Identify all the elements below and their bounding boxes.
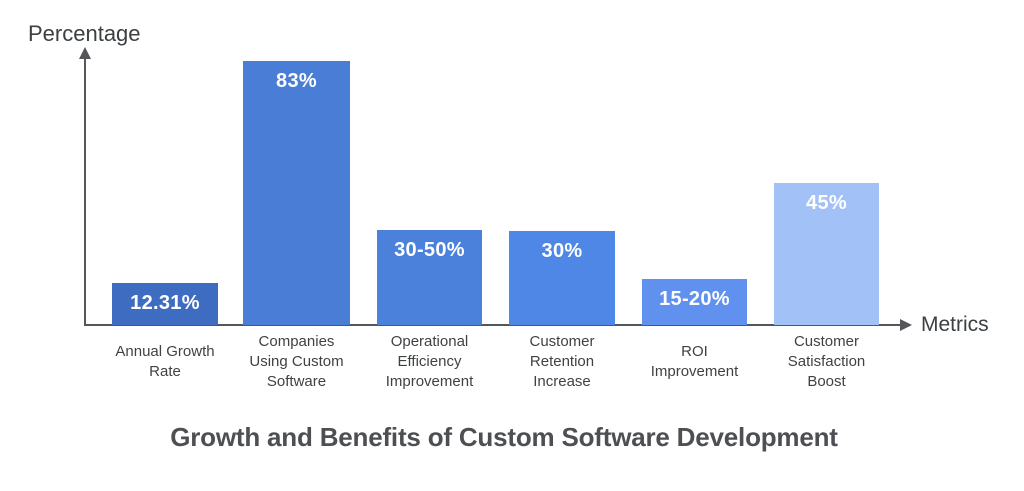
bar-customer-satisfaction-boost: 45% [774, 183, 879, 325]
bar-value-label: 30% [541, 240, 583, 262]
bar-annual-growth-rate: 12.31% [112, 283, 218, 325]
bar-roi-improvement: 15-20% [642, 279, 747, 325]
x-axis-line [84, 324, 904, 326]
x-axis-arrow-icon [900, 319, 912, 331]
bar-category-label: ROI Improvement [650, 343, 739, 380]
x-axis-label: Metrics [921, 313, 989, 336]
bar-value-label: 30-50% [394, 239, 465, 261]
y-axis-label: Percentage [28, 21, 141, 46]
bar-value-label: 45% [806, 192, 847, 214]
bar-category-label: Customer Retention Increase [529, 333, 595, 390]
bar-value-label: 83% [276, 70, 317, 92]
y-axis-arrow-icon [79, 47, 91, 59]
bar-category-label: Companies Using Custom Software [249, 333, 344, 390]
bar-customer-retention-increase: 30% [509, 231, 615, 325]
bar-operational-efficiency-improvement: 30-50% [377, 230, 482, 325]
bar-value-label: 12.31% [130, 292, 200, 314]
chart-title: Growth and Benefits of Custom Software D… [170, 422, 838, 452]
bar-category-label: Operational Efficiency Improvement [385, 333, 474, 390]
bar-value-label: 15-20% [659, 288, 730, 310]
bar-companies-using-custom-software: 83% [243, 61, 350, 325]
bar-category-label: Annual Growth Rate [115, 343, 215, 380]
bar-category-label: Customer Satisfaction Boost [787, 333, 866, 390]
y-axis-line [84, 58, 86, 326]
